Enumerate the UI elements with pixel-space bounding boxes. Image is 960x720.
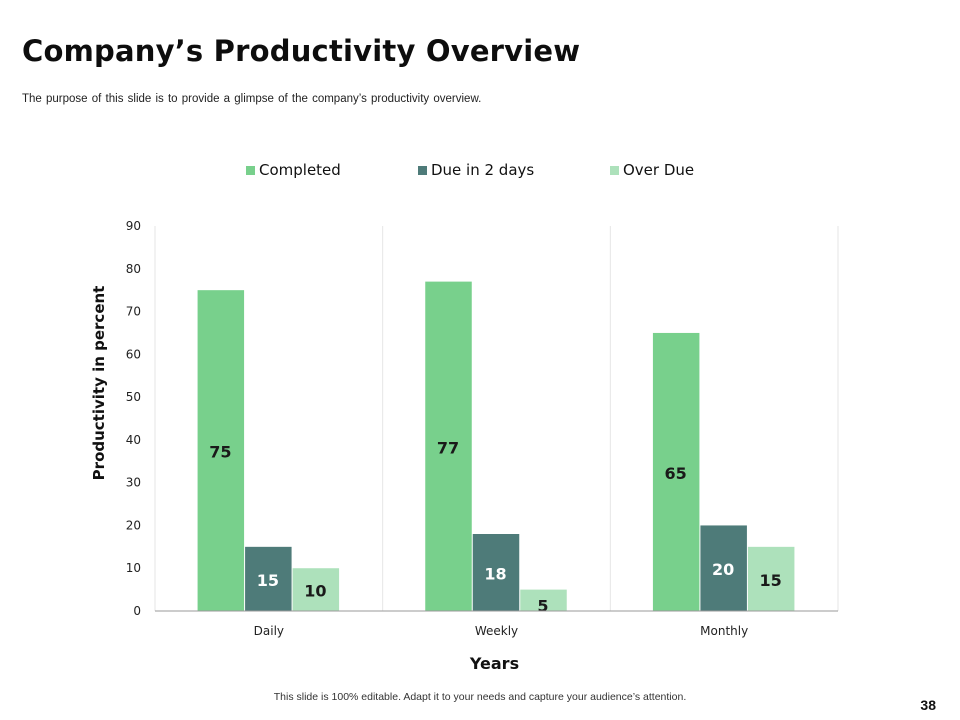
data-label: 20 — [712, 560, 734, 579]
bar-due-in-2-days-weekly — [472, 534, 520, 611]
slide-subtitle: The purpose of this slide is to provide … — [22, 93, 482, 105]
y-tick-label: 90 — [126, 219, 141, 233]
legend-label-completed: Completed — [259, 161, 341, 179]
x-tick-label: Monthly — [700, 624, 748, 638]
data-label: 10 — [304, 582, 326, 601]
legend-item-completed: Completed — [246, 161, 418, 179]
legend-label-over-due: Over Due — [623, 161, 695, 179]
x-axis-title: Years — [469, 654, 519, 673]
bar-completed-monthly — [652, 332, 700, 611]
bar-over-due-daily — [292, 568, 340, 611]
legend-swatch-completed — [246, 165, 255, 175]
bar-completed-weekly — [425, 281, 472, 611]
slide-title: Company’s Productivity Overview — [22, 34, 581, 68]
y-tick-label: 10 — [126, 561, 141, 575]
page-number: 38 — [920, 697, 936, 713]
data-label: 15 — [257, 571, 279, 590]
bar-completed-daily — [197, 290, 245, 611]
x-tick-label: Weekly — [475, 624, 518, 638]
data-label: 77 — [437, 438, 459, 457]
data-label: 15 — [760, 571, 782, 590]
legend-label-due-in-2-days: Due in 2 days — [431, 161, 535, 179]
data-label: 18 — [484, 565, 506, 584]
y-tick-label: 0 — [133, 604, 141, 618]
y-tick-label: 20 — [126, 518, 141, 532]
bar-due-in-2-days-monthly — [700, 525, 747, 611]
bar-due-in-2-days-daily — [245, 546, 292, 611]
y-tick-label: 60 — [126, 347, 141, 361]
legend-swatch-due-in-2-days — [418, 165, 427, 175]
slide-footer: This slide is 100% editable. Adapt it to… — [273, 691, 687, 703]
data-label: 65 — [665, 464, 687, 483]
y-tick-label: 80 — [126, 262, 141, 276]
y-tick-label: 50 — [126, 390, 141, 404]
y-tick-label: 40 — [126, 433, 141, 447]
legend-item-over-due: Over Due — [610, 161, 694, 179]
y-axis-title: Productivity in percent — [90, 286, 108, 481]
data-label: 75 — [209, 443, 231, 462]
data-label: 5 — [537, 597, 548, 616]
bar-over-due-monthly — [747, 546, 795, 611]
x-tick-label: Daily — [254, 624, 284, 638]
chart-legend: Completed Due in 2 days Over Due — [246, 160, 694, 180]
y-tick-label: 70 — [126, 305, 141, 319]
bar-over-due-weekly — [520, 589, 567, 611]
legend-item-due-in-2-days: Due in 2 days — [418, 161, 610, 179]
legend-swatch-over-due — [610, 165, 619, 175]
y-tick-label: 30 — [126, 476, 141, 490]
